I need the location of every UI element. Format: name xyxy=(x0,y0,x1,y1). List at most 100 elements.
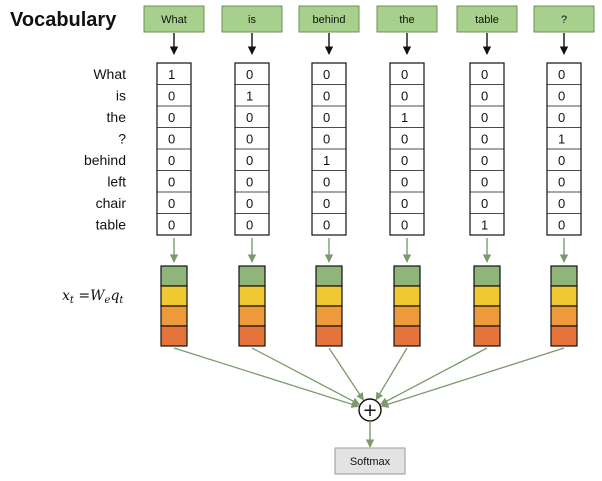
one-hot-cell: 0 xyxy=(168,153,175,168)
one-hot-cell: 0 xyxy=(558,67,565,82)
sum-connector xyxy=(328,347,364,401)
word-label: What xyxy=(161,14,187,26)
vocabulary-word: chair xyxy=(96,195,127,211)
one-hot-cell: 1 xyxy=(401,110,408,125)
one-hot-cell: 0 xyxy=(558,196,565,211)
one-hot-vector: 0 0 0 0 0 0 0 1 xyxy=(469,62,505,236)
word-label: ? xyxy=(561,14,567,26)
one-hot-cell: 0 xyxy=(558,153,565,168)
one-hot-cell: 1 xyxy=(558,132,565,147)
embedding-cell xyxy=(473,325,501,347)
softmax-label: Softmax xyxy=(350,456,391,468)
embedding-cell xyxy=(393,285,421,307)
one-hot-cell: 0 xyxy=(401,175,408,190)
one-hot-cell: 0 xyxy=(558,110,565,125)
one-hot-cell: 0 xyxy=(246,175,253,190)
sum-connector xyxy=(251,347,361,405)
one-hot-cell: 0 xyxy=(168,196,175,211)
embedding-cell xyxy=(160,325,188,347)
embedding-cell xyxy=(473,305,501,327)
one-hot-cell: 0 xyxy=(481,89,488,104)
sum-connector xyxy=(380,347,565,408)
one-hot-cell: 0 xyxy=(246,67,253,82)
one-hot-cell: 0 xyxy=(168,218,175,233)
embedding-cell xyxy=(550,285,578,307)
one-hot-cell: 0 xyxy=(481,196,488,211)
vocabulary-word: What xyxy=(93,66,126,82)
one-hot-cell: 0 xyxy=(168,132,175,147)
one-hot-cell: 0 xyxy=(401,153,408,168)
vocabulary-word: table xyxy=(96,217,127,233)
one-hot-cell: 0 xyxy=(323,218,330,233)
one-hot-cell: 0 xyxy=(481,110,488,125)
word-box: the xyxy=(376,5,438,33)
sum-connectors xyxy=(173,347,565,408)
sum-connector xyxy=(379,347,488,405)
embedding-stack xyxy=(315,265,343,347)
embedding-cell xyxy=(550,265,578,287)
softmax-box: Softmax xyxy=(334,447,406,475)
embedding-cell xyxy=(393,305,421,327)
embedding-cell xyxy=(315,285,343,307)
embedding-cell xyxy=(160,285,188,307)
one-hot-vector: 1 0 0 0 0 0 0 0 xyxy=(156,62,192,236)
embedding-formula: xt =Weqt xyxy=(62,288,124,306)
word-box: is xyxy=(221,5,283,33)
embedding-cell xyxy=(473,265,501,287)
embedding-cell xyxy=(238,325,266,347)
embedding-cell xyxy=(160,305,188,327)
embedding-stack xyxy=(238,265,266,347)
embedding-cell xyxy=(393,325,421,347)
one-hot-vector: 0 0 0 1 0 0 0 0 xyxy=(546,62,582,236)
word-label: the xyxy=(399,14,414,26)
vocabulary-list: What is the? behind left chair table xyxy=(84,66,126,233)
one-hot-cell: 0 xyxy=(168,175,175,190)
word-box: What xyxy=(143,5,205,33)
embedding-cell xyxy=(550,325,578,347)
one-hot-cell: 0 xyxy=(168,110,175,125)
one-hot-cell: 0 xyxy=(558,218,565,233)
one-hot-cell: 0 xyxy=(323,89,330,104)
vocabulary-word: is xyxy=(116,88,126,104)
one-hot-cell: 0 xyxy=(401,67,408,82)
word-box: table xyxy=(456,5,518,33)
embedding-cell xyxy=(238,285,266,307)
one-hot-cell: 0 xyxy=(168,89,175,104)
one-hot-cell: 0 xyxy=(401,218,408,233)
vocabulary-word: behind xyxy=(84,152,126,168)
one-hot-cell: 0 xyxy=(246,153,253,168)
embedding-cell xyxy=(473,285,501,307)
one-hot-cell: 0 xyxy=(323,196,330,211)
one-hot-cell: 1 xyxy=(168,67,175,82)
embedding-vectors xyxy=(160,265,578,347)
one-hot-cell: 0 xyxy=(481,153,488,168)
one-hot-cell: 1 xyxy=(323,153,330,168)
input-words: What is behind the table? xyxy=(143,5,595,55)
one-hot-cell: 0 xyxy=(323,67,330,82)
one-hot-cell: 0 xyxy=(246,132,253,147)
embedding-cell xyxy=(238,305,266,327)
one-hot-vector: 0 1 0 0 0 0 0 0 xyxy=(234,62,270,236)
sum-symbol: + xyxy=(362,400,377,421)
one-hot-cell: 0 xyxy=(323,175,330,190)
one-hot-cell: 0 xyxy=(401,196,408,211)
one-hot-vectors: 1000000001000000000010000010000000000001… xyxy=(156,62,582,263)
embedding-cell xyxy=(238,265,266,287)
one-hot-cell: 0 xyxy=(558,175,565,190)
one-hot-cell: 0 xyxy=(481,132,488,147)
one-hot-cell: 0 xyxy=(246,218,253,233)
one-hot-cell: 0 xyxy=(246,196,253,211)
vocabulary-title: Vocabulary xyxy=(10,9,117,31)
one-hot-vector: 0 0 0 0 1 0 0 0 xyxy=(311,62,347,236)
embedding-cell xyxy=(550,305,578,327)
embedding-cell xyxy=(160,265,188,287)
one-hot-cell: 0 xyxy=(401,89,408,104)
one-hot-cell: 0 xyxy=(558,89,565,104)
word-label: behind xyxy=(312,14,345,26)
sum-connector xyxy=(173,347,360,408)
one-hot-cell: 0 xyxy=(323,110,330,125)
word-box: behind xyxy=(298,5,360,33)
vocabulary-word: the xyxy=(107,109,127,125)
